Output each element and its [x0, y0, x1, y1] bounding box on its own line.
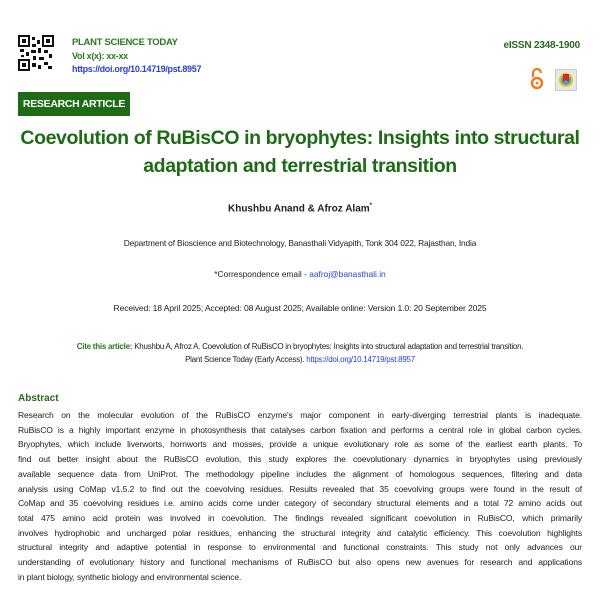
cite-label: Cite this article:: [76, 342, 133, 351]
abstract-line: involves hydrophobic and uncharged polar…: [18, 527, 582, 538]
email-link[interactable]: aafroj@banasthali.in: [309, 269, 386, 279]
author-mark: *: [369, 203, 372, 209]
abstract-line: total 475 amino acid protein was involve…: [18, 512, 582, 523]
eissn: eISSN 2348-1900: [503, 40, 580, 51]
correspondence: *Correspondence email - aafroj@banasthal…: [0, 269, 600, 279]
abstract-heading: Abstract: [18, 393, 59, 404]
article-type-badge: RESEARCH ARTICLE: [18, 92, 130, 116]
abstract-line: find out better insight about the RuBisC…: [18, 454, 582, 465]
open-access-icon: [530, 68, 544, 90]
abstract-line: in plant biology, synthetic biology and …: [18, 571, 242, 582]
title-line-1: Coevolution of RuBisCO in bryophytes: In…: [20, 127, 580, 149]
crossmark-icon[interactable]: [555, 69, 577, 91]
abstract-line: Bryophytes, which include liverworts, ho…: [18, 439, 582, 450]
abstract-line: RuBisCO is a highly important enzyme in …: [18, 424, 582, 435]
cite-text: Khushbu A, Afroz A. Coevolution of RuBis…: [132, 342, 524, 351]
page-title: Coevolution of RuBisCO in bryophytes: In…: [0, 124, 600, 180]
abstract-body: Research on the molecular evolution of t…: [18, 408, 582, 584]
author-names: Khushbu Anand & Afroz Alam: [227, 203, 370, 215]
dates: Received: 18 April 2025; Accepted: 08 Au…: [113, 303, 487, 313]
title-line-2: adaptation and terrestrial transition: [143, 155, 457, 177]
abstract-line: structural integrity and adaptive potent…: [18, 542, 582, 553]
abstract-line: CoMap and 35 coevolving residues i.e. am…: [18, 498, 582, 509]
qr-code-icon: [18, 35, 54, 71]
abstract-line: Research on the molecular evolution of t…: [18, 410, 582, 420]
authors: Khushbu Anand & Afroz Alam*: [0, 203, 600, 214]
citation: Cite this article: Khushbu A, Afroz A. C…: [0, 340, 600, 366]
volume-info: Vol x(x): xx-xx: [72, 51, 128, 61]
cite-text-2: Plant Science Today (Early Access).: [185, 355, 307, 364]
abstract-line: understanding of evolutionary history an…: [18, 557, 582, 568]
journal-name: PLANT SCIENCE TODAY: [72, 37, 178, 48]
cite-doi-link[interactable]: https://doi.org/10.14719/pst.8957: [306, 355, 415, 364]
abstract-line: analysis using CoMap v1.5.2 to find out …: [18, 483, 582, 494]
abstract-line: available sequence data from UniProt. Th…: [18, 468, 582, 479]
correspondence-label: *Correspondence email -: [214, 269, 310, 279]
doi-link[interactable]: https://doi.org/10.14719/pst.8957: [72, 64, 202, 74]
affiliation: Department of Bioscience and Biotechnolo…: [123, 238, 477, 248]
